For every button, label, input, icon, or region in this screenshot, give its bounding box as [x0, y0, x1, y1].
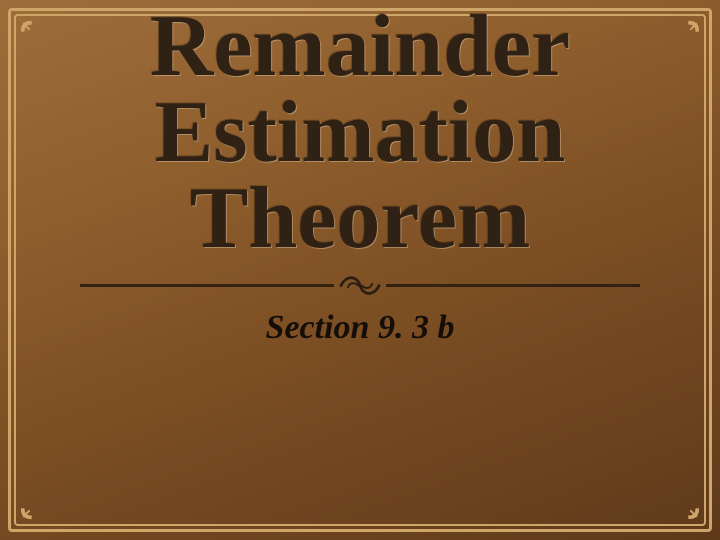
- flourish-icon: [334, 269, 386, 303]
- corner-ornament-bl: [20, 498, 42, 520]
- corner-ornament-tr: [678, 20, 700, 42]
- corner-ornament-tl: [20, 20, 42, 42]
- title-divider: [80, 269, 640, 303]
- corner-ornament-br: [678, 498, 700, 520]
- divider-line-left: [80, 284, 334, 287]
- content-area: Remainder Estimation Theorem Section 9. …: [50, 4, 670, 347]
- slide-subtitle: Section 9. 3 b: [50, 309, 670, 347]
- divider-line-right: [386, 284, 640, 287]
- slide-title: Remainder Estimation Theorem: [50, 4, 670, 263]
- slide: Remainder Estimation Theorem Section 9. …: [0, 0, 720, 540]
